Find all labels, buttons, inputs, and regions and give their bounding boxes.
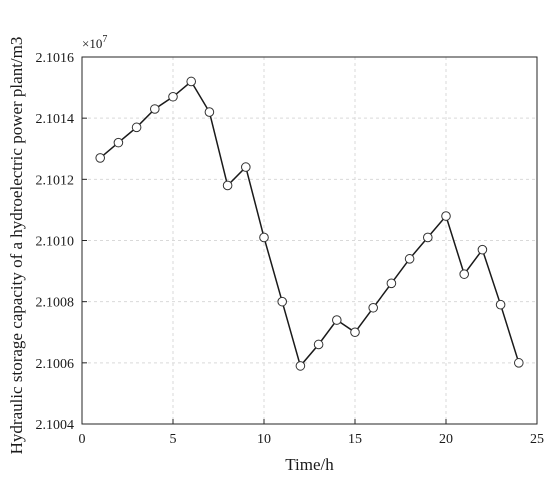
x-tick-label: 5 [170,432,177,447]
data-point [95,153,105,163]
data-point [404,254,415,264]
data-point [241,162,251,172]
x-tick-label: 15 [348,432,362,447]
data-point [186,76,196,87]
y-tick-label: 2.1014 [36,112,75,127]
y-tick-label: 2.1010 [36,235,75,250]
data-point [131,122,142,133]
data-point [222,180,233,191]
x-tick-label: 10 [257,432,271,447]
y-scale-multiplier-base: ×10 [82,36,102,51]
data-point [386,278,397,289]
x-tick-label: 0 [79,432,86,447]
data-point [495,299,506,310]
data-point [295,361,306,371]
x-axis-title: Time/h [285,455,334,474]
y-tick-label: 2.1006 [36,357,75,372]
data-point [368,302,379,313]
y-tick-label: 2.1012 [36,173,75,188]
data-point [150,104,160,114]
data-point [113,137,124,148]
data-point [313,339,324,350]
x-tick-label: 25 [530,432,544,447]
data-point [259,232,269,243]
y-tick-label: 2.1004 [36,418,75,433]
data-point [168,91,178,102]
y-scale-multiplier-exponent: 7 [102,34,107,45]
data-point [204,107,215,117]
data-point [277,296,288,307]
grid-lines [82,57,537,424]
series-line [99,80,520,368]
data-point [350,327,360,338]
axis-ticks: 0 5 10 15 20 25 2.1004 2.1006 2.1008 2.1010 2.1012… [36,51,545,447]
x-tick-label: 20 [439,432,453,447]
data-point [477,244,488,255]
data-point [441,211,451,221]
data-point [423,232,433,243]
data-point [459,269,470,279]
y-axis-title: Hydraulic storage capacity of a hydroele… [7,37,26,455]
data-point [514,358,524,368]
y-tick-label: 2.1016 [36,51,75,66]
data-point [332,315,342,325]
data-series [95,76,524,371]
y-tick-label: 2.1008 [36,296,75,311]
y-scale-multiplier: ×107 [82,34,107,51]
